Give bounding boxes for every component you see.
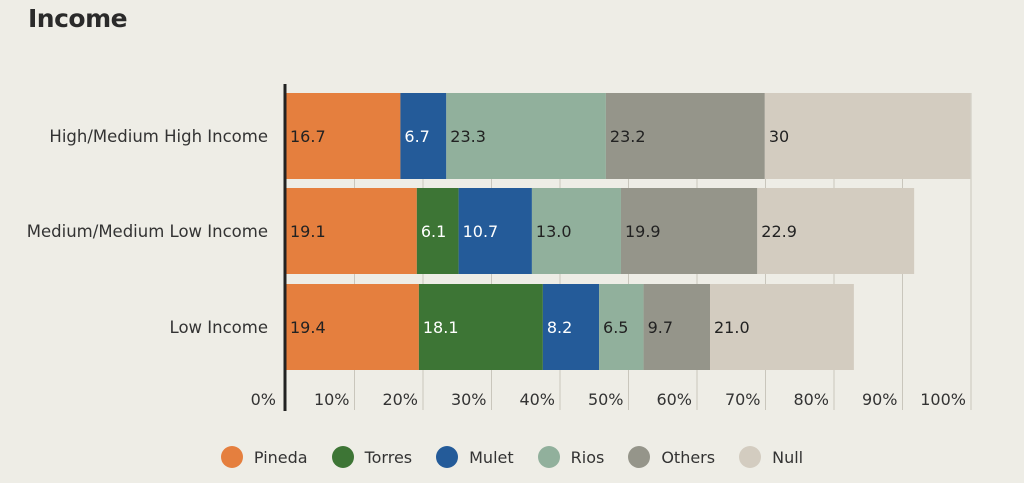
- bar-segment-others: [605, 93, 765, 179]
- bar-segment-others: [620, 188, 758, 274]
- legend-item-pineda: Pineda: [220, 446, 308, 468]
- x-tick-label: 20%: [382, 390, 418, 409]
- x-tick-label: 0%: [251, 390, 276, 409]
- bar-segment-mulet: [542, 284, 600, 370]
- data-label: 23.3: [450, 127, 486, 146]
- category-label: Medium/Medium Low Income: [27, 222, 268, 241]
- data-label: 9.7: [648, 318, 673, 337]
- data-label: 8.2: [547, 318, 572, 337]
- legend-label: Others: [661, 447, 716, 467]
- data-label: 23.2: [610, 127, 646, 146]
- data-label: 10.7: [463, 222, 499, 241]
- legend-swatch: [537, 446, 560, 468]
- data-label: 22.9: [761, 222, 797, 241]
- x-tick-label: 40%: [519, 390, 555, 409]
- x-tick-label: 10%: [314, 390, 350, 409]
- bar-segment-null: [710, 284, 854, 370]
- legend-item-null: Null: [739, 446, 803, 468]
- data-label: 21.0: [714, 318, 750, 337]
- data-label: 19.9: [625, 222, 661, 241]
- legend-item-others: Others: [628, 446, 715, 468]
- legend-item-mulet: Mulet: [436, 446, 514, 468]
- data-label: 30: [769, 127, 789, 146]
- legend-label: Mulet: [469, 447, 514, 467]
- bar-segment-pineda: [286, 188, 417, 274]
- chart-title: Income: [28, 4, 128, 33]
- bar-segment-null: [764, 93, 971, 179]
- category-label: High/Medium High Income: [49, 127, 268, 146]
- legend-item-torres: Torres: [331, 446, 413, 468]
- legend-swatch: [436, 446, 459, 468]
- data-label: 13.0: [536, 222, 572, 241]
- legend-label: Torres: [364, 447, 413, 467]
- legend-item-rios: Rios: [537, 446, 605, 468]
- legend-label: Null: [772, 447, 804, 467]
- bar-segment-rios: [446, 93, 606, 179]
- data-label: 6.7: [404, 127, 429, 146]
- data-label: 6.5: [603, 318, 628, 337]
- x-tick-label: 70%: [725, 390, 761, 409]
- data-label: 19.1: [290, 222, 326, 241]
- bar-segment-others: [643, 284, 711, 370]
- legend-swatch: [628, 446, 651, 468]
- bar-segment-pineda: [286, 284, 419, 370]
- bar-segment-torres: [416, 188, 459, 274]
- data-label: 16.7: [290, 127, 326, 146]
- bar-segment-rios: [531, 188, 621, 274]
- bar-segment-pineda: [286, 93, 401, 179]
- x-tick-label: 60%: [656, 390, 692, 409]
- stacked-bar-chart: 16.7 6.7 23.3 23.2 30 High/Medium High Income…: [27, 84, 972, 411]
- bar-segment-mulet: [400, 93, 447, 179]
- legend-swatch: [220, 446, 243, 468]
- legend-label: Rios: [570, 447, 605, 467]
- x-tick-label: 90%: [862, 390, 898, 409]
- legend-swatch: [331, 446, 354, 468]
- category-label: Low Income: [170, 318, 268, 337]
- data-label: 6.1: [421, 222, 446, 241]
- legend-label: Pineda: [253, 447, 308, 467]
- chart-legend: Pineda Torres Mulet Rios Others Null: [0, 446, 1024, 468]
- x-tick-label: 80%: [793, 390, 829, 409]
- bar-segment-null: [757, 188, 915, 274]
- x-tick-label: 30%: [451, 390, 487, 409]
- data-label: 18.1: [423, 318, 459, 337]
- bar-segment-torres: [418, 284, 543, 370]
- bar-segment-rios: [599, 284, 644, 370]
- bar-segment-mulet: [458, 188, 532, 274]
- data-label: 19.4: [290, 318, 326, 337]
- x-tick-label: 50%: [588, 390, 624, 409]
- x-tick-label: 100%: [920, 390, 966, 409]
- legend-swatch: [739, 446, 762, 468]
